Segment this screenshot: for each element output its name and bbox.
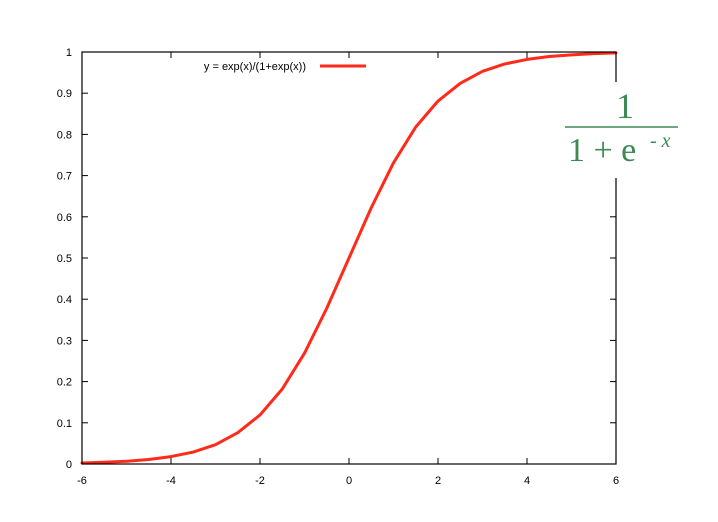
- x-tick-label: 2: [435, 475, 441, 487]
- y-tick-labels: 0 0.1 0.2 0.3 0.4 0.5 0.6 0.7 0.8 0.9 1: [57, 47, 72, 471]
- y-tick-label: 0.4: [57, 294, 72, 306]
- y-tick-label: 0.1: [57, 418, 72, 430]
- formula-denominator-base: 1 + e: [568, 132, 636, 169]
- y-tick-label: 0.9: [57, 88, 72, 100]
- x-tick-label: -4: [166, 475, 176, 487]
- formula-annotation: 1 1 + e - x: [560, 82, 680, 178]
- y-tick-label: 0.6: [57, 212, 72, 224]
- formula-numerator: 1: [616, 86, 634, 126]
- y-tick-label: 1: [66, 47, 72, 59]
- x-tick-label: 4: [524, 475, 530, 487]
- y-tick-label: 0.2: [57, 377, 72, 389]
- y-tick-label: 0.5: [57, 253, 72, 265]
- y-tick-label: 0.3: [57, 335, 72, 347]
- x-tick-label: -2: [255, 475, 265, 487]
- formula-background: [560, 82, 680, 178]
- y-tick-label: 0.7: [57, 171, 72, 183]
- x-tick-label: -6: [77, 475, 87, 487]
- y-tick-label: 0: [66, 459, 72, 471]
- x-tick-label: 0: [346, 475, 352, 487]
- formula-exponent: - x: [650, 130, 671, 152]
- plot-frame: [81, 51, 617, 465]
- series-line-sigmoid: [80, 51, 618, 465]
- x-tick-label: 6: [613, 475, 619, 487]
- x-tick-labels: -6 -4 -2 0 2 4 6: [77, 475, 619, 487]
- y-tick-label: 0.8: [57, 129, 72, 141]
- legend-label: y = exp(x)/(1+exp(x)): [204, 61, 306, 73]
- formula-denominator: 1 + e: [568, 132, 636, 169]
- legend: y = exp(x)/(1+exp(x)): [204, 61, 366, 73]
